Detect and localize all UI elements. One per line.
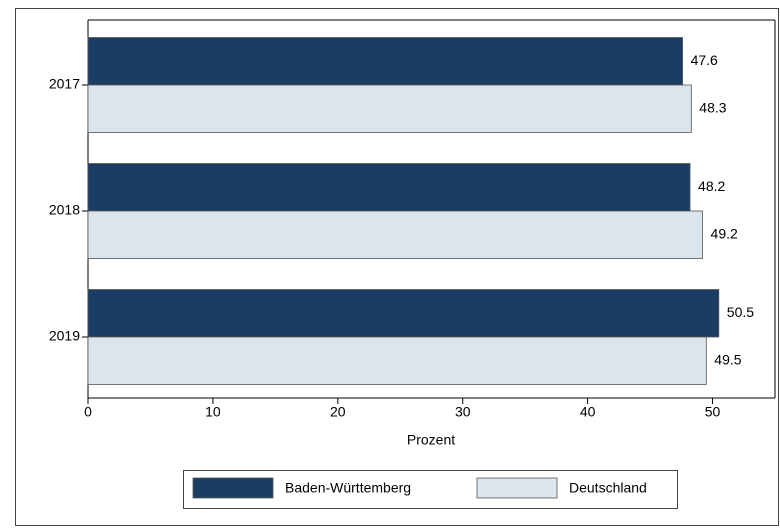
y-tick-label: 2018 [49,202,80,218]
value-label: 47.6 [691,52,718,68]
bar [87,289,720,338]
legend-label: Deutschland [569,480,647,496]
value-label: 48.2 [698,178,725,194]
bar [87,37,683,86]
legend-swatch [192,477,274,499]
bar [87,210,703,259]
value-label: 49.2 [711,225,738,241]
value-label: 50.5 [727,304,754,320]
bar [87,163,691,212]
y-tick-label: 2017 [49,76,80,92]
x-tick-label: 30 [455,404,471,420]
x-tick-label: 10 [205,404,221,420]
legend-swatch [476,477,558,499]
bar [87,336,707,385]
value-label: 49.5 [714,351,741,367]
legend-label: Baden-Württemberg [285,480,411,496]
bar [87,84,692,133]
x-tick-label: 20 [330,404,346,420]
x-tick-label: 40 [580,404,596,420]
value-label: 48.3 [699,99,726,115]
x-axis-label: Prozent [407,432,455,448]
y-tick-label: 2019 [49,328,80,344]
x-tick-label: 0 [84,404,92,420]
x-tick-label: 50 [705,404,721,420]
